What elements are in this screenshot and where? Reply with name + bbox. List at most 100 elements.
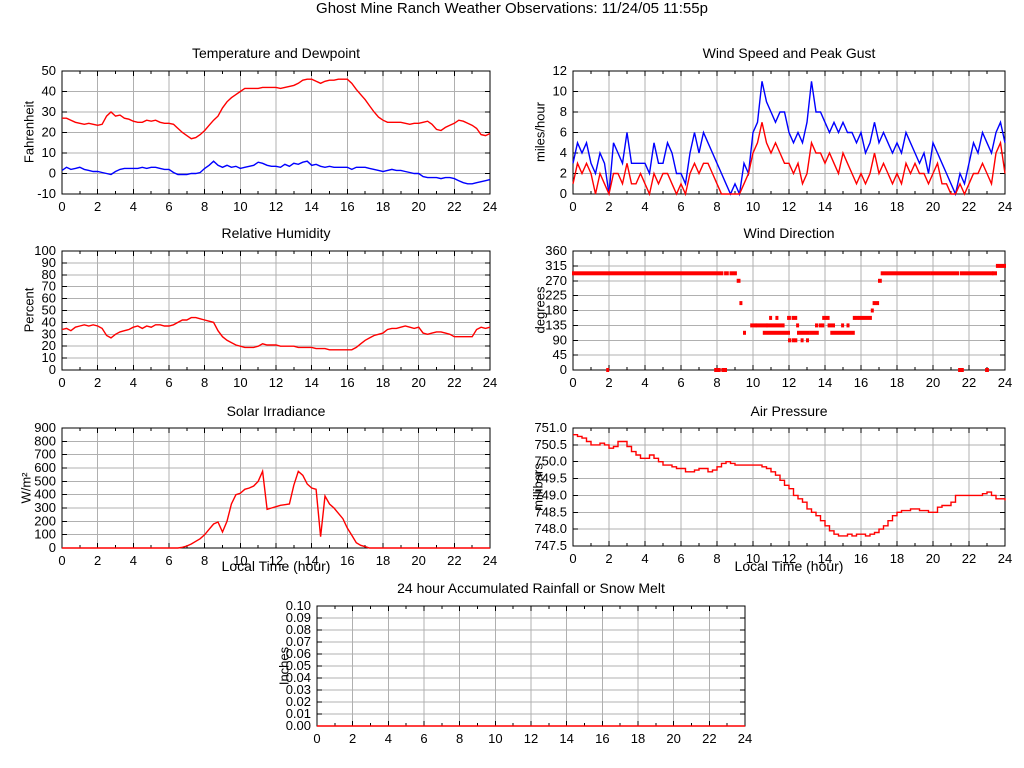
chart-title-wind-direction: Wind Direction (743, 225, 835, 241)
svg-text:0.08: 0.08 (286, 622, 311, 637)
svg-text:14: 14 (818, 375, 832, 390)
svg-text:135: 135 (545, 317, 567, 332)
svg-text:16: 16 (854, 199, 868, 214)
svg-text:0: 0 (313, 731, 320, 746)
chart-title-rainfall: 24 hour Accumulated Rainfall or Snow Mel… (397, 580, 665, 596)
svg-text:24: 24 (998, 551, 1012, 566)
svg-text:20: 20 (926, 375, 940, 390)
svg-text:500: 500 (34, 473, 56, 488)
svg-text:0: 0 (49, 540, 56, 555)
svg-text:6: 6 (677, 375, 684, 390)
svg-text:100: 100 (34, 527, 56, 542)
svg-text:0: 0 (49, 166, 56, 181)
svg-text:22: 22 (447, 199, 461, 214)
svg-text:0: 0 (560, 186, 567, 201)
svg-text:0.00: 0.00 (286, 718, 311, 733)
svg-text:8: 8 (560, 104, 567, 119)
svg-text:4: 4 (560, 145, 567, 160)
svg-text:315: 315 (545, 258, 567, 273)
svg-text:0: 0 (560, 362, 567, 377)
svg-text:10: 10 (42, 145, 56, 160)
svg-text:8: 8 (713, 375, 720, 390)
svg-text:14: 14 (304, 553, 318, 568)
svg-text:2: 2 (349, 731, 356, 746)
svg-text:14: 14 (818, 551, 832, 566)
svg-text:100: 100 (34, 243, 56, 258)
svg-text:12: 12 (269, 199, 283, 214)
svg-text:24: 24 (483, 375, 497, 390)
air-pressure-plot: 0 2 4 6 8 10 12 14 16 18 20 22 24747.5748.0748.5749.… (534, 420, 1012, 566)
svg-text:8: 8 (201, 199, 208, 214)
svg-text:6: 6 (165, 375, 172, 390)
svg-text:4: 4 (641, 375, 648, 390)
x-axis-label-local-time-left: Local Time (hour) (221, 558, 331, 574)
svg-text:10: 10 (488, 731, 502, 746)
svg-text:30: 30 (42, 326, 56, 341)
svg-text:800: 800 (34, 433, 56, 448)
svg-text:748.5: 748.5 (534, 504, 567, 519)
svg-text:18: 18 (376, 375, 390, 390)
svg-text:24: 24 (998, 375, 1012, 390)
svg-text:22: 22 (962, 375, 976, 390)
svg-text:10: 10 (233, 199, 247, 214)
svg-text:2: 2 (94, 553, 101, 568)
svg-text:70: 70 (42, 279, 56, 294)
svg-text:14: 14 (559, 731, 573, 746)
svg-text:2: 2 (605, 551, 612, 566)
svg-text:6: 6 (677, 551, 684, 566)
relative-humidity-plot: 0 2 4 6 8 10 12 14 16 18 20 22 240102030405060708090… (34, 243, 497, 390)
svg-text:22: 22 (447, 375, 461, 390)
svg-text:0.06: 0.06 (286, 646, 311, 661)
svg-text:40: 40 (42, 314, 56, 329)
svg-text:2: 2 (560, 166, 567, 181)
svg-text:748.0: 748.0 (534, 521, 567, 536)
svg-text:0.05: 0.05 (286, 658, 311, 673)
svg-text:0.02: 0.02 (286, 694, 311, 709)
chart-title-wind-speed-gust: Wind Speed and Peak Gust (702, 45, 876, 61)
svg-text:8: 8 (201, 553, 208, 568)
svg-text:18: 18 (631, 731, 645, 746)
svg-text:6: 6 (560, 125, 567, 140)
svg-text:4: 4 (385, 731, 392, 746)
svg-text:22: 22 (702, 731, 716, 746)
svg-text:10: 10 (746, 551, 760, 566)
svg-text:12: 12 (782, 199, 796, 214)
svg-text:360: 360 (545, 243, 567, 258)
x-axis-label-local-time-right: Local Time (hour) (734, 558, 844, 574)
svg-text:6: 6 (677, 199, 684, 214)
svg-text:12: 12 (553, 63, 567, 78)
svg-text:12: 12 (269, 375, 283, 390)
svg-text:16: 16 (340, 375, 354, 390)
svg-text:0: 0 (569, 199, 576, 214)
svg-text:270: 270 (545, 273, 567, 288)
chart-title-temperature-dewpoint: Temperature and Dewpoint (191, 45, 361, 61)
svg-text:6: 6 (420, 731, 427, 746)
svg-text:0: 0 (569, 551, 576, 566)
svg-text:14: 14 (818, 199, 832, 214)
svg-text:4: 4 (641, 551, 648, 566)
svg-text:80: 80 (42, 267, 56, 282)
svg-text:10: 10 (233, 553, 247, 568)
svg-text:700: 700 (34, 447, 56, 462)
svg-text:749.5: 749.5 (534, 471, 567, 486)
svg-text:20: 20 (926, 199, 940, 214)
svg-text:0.01: 0.01 (286, 706, 311, 721)
svg-text:6: 6 (165, 199, 172, 214)
svg-text:0: 0 (58, 553, 65, 568)
svg-text:225: 225 (545, 288, 567, 303)
svg-text:6: 6 (165, 553, 172, 568)
svg-text:0.10: 0.10 (286, 598, 311, 613)
svg-text:12: 12 (269, 553, 283, 568)
chart-title-air-pressure: Air Pressure (750, 403, 828, 419)
svg-text:10: 10 (746, 375, 760, 390)
svg-text:10: 10 (746, 199, 760, 214)
svg-text:16: 16 (340, 199, 354, 214)
svg-text:14: 14 (304, 199, 318, 214)
svg-text:0: 0 (58, 375, 65, 390)
svg-text:20: 20 (411, 375, 425, 390)
svg-text:10: 10 (42, 350, 56, 365)
svg-text:20: 20 (42, 338, 56, 353)
svg-text:750.0: 750.0 (534, 454, 567, 469)
svg-text:14: 14 (304, 375, 318, 390)
